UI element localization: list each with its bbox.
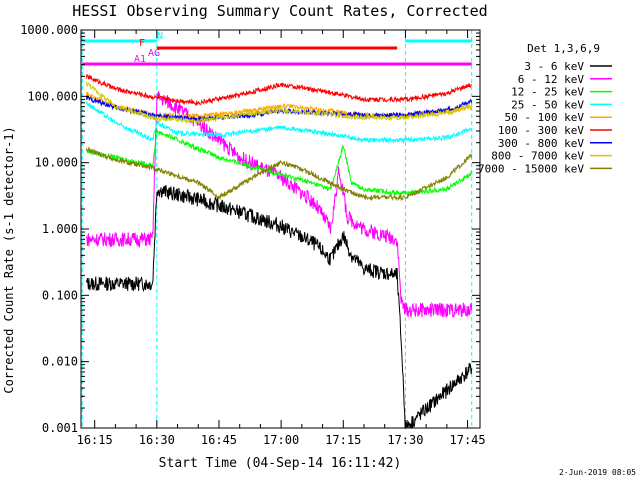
series-lines <box>85 74 473 430</box>
y-axis-label: Corrected Count Rate (s-1 detector-1) <box>2 126 16 393</box>
x-axis-label: Start Time (04-Sep-14 16:11:42) <box>159 456 402 471</box>
axes: 1000.000 100.000 10.000 1.000 0.100 0.010 0.00… <box>20 23 485 447</box>
series-0 <box>85 185 473 430</box>
flag-label-ag: AG <box>148 48 160 59</box>
legend-entry-4: 50 - 100 keV <box>505 111 585 124</box>
legend-entry-6: 300 - 800 keV <box>498 137 584 150</box>
x-tick-label-0: 16:15 <box>77 433 113 447</box>
legend-entry-0: 3 - 6 keV <box>524 60 584 73</box>
x-tick-label-6: 17:45 <box>450 433 486 447</box>
flag-label-f: F <box>139 38 145 49</box>
y-tick-label-4: 0.100 <box>42 288 78 302</box>
flag-label-a1: A1 <box>134 54 146 65</box>
chart-title: HESSI Observing Summary Count Rates, Cor… <box>72 2 487 20</box>
y-tick-label-0: 1000.000 <box>20 23 78 37</box>
legend-entry-2: 12 - 25 keV <box>511 86 584 99</box>
legend-entry-1: 6 - 12 keV <box>518 73 585 86</box>
series-1 <box>85 90 473 319</box>
series-3 <box>85 101 473 145</box>
series-7 <box>85 81 473 125</box>
y-tick-label-2: 10.000 <box>35 156 78 170</box>
series-5 <box>85 74 473 107</box>
flag-label-n: N <box>157 31 163 42</box>
series-2 <box>85 129 473 198</box>
y-tick-label-5: 0.010 <box>42 355 78 369</box>
x-tick-label-4: 17:15 <box>325 433 361 447</box>
legend-entry-3: 25 - 50 keV <box>511 98 584 111</box>
y-tick-label-1: 100.000 <box>27 89 78 103</box>
y-tick-label-6: 0.001 <box>42 421 78 435</box>
plot-frame <box>80 29 481 429</box>
y-tick-label-3: 1.000 <box>42 222 78 236</box>
x-tick-label-2: 16:45 <box>201 433 237 447</box>
legend-title: Det 1,3,6,9 <box>527 42 600 55</box>
legend-entry-5: 100 - 300 keV <box>498 124 584 137</box>
legend-entry-8: 7000 - 15000 keV <box>478 162 584 175</box>
date-stamp: 2-Jun-2019 08:05 <box>559 468 636 477</box>
legend-entry-7: 800 - 7000 keV <box>491 150 584 163</box>
x-tick-label-3: 17:00 <box>263 433 299 447</box>
series-8 <box>85 146 473 202</box>
x-tick-label-1: 16:30 <box>139 433 175 447</box>
x-tick-label-5: 17:30 <box>387 433 423 447</box>
